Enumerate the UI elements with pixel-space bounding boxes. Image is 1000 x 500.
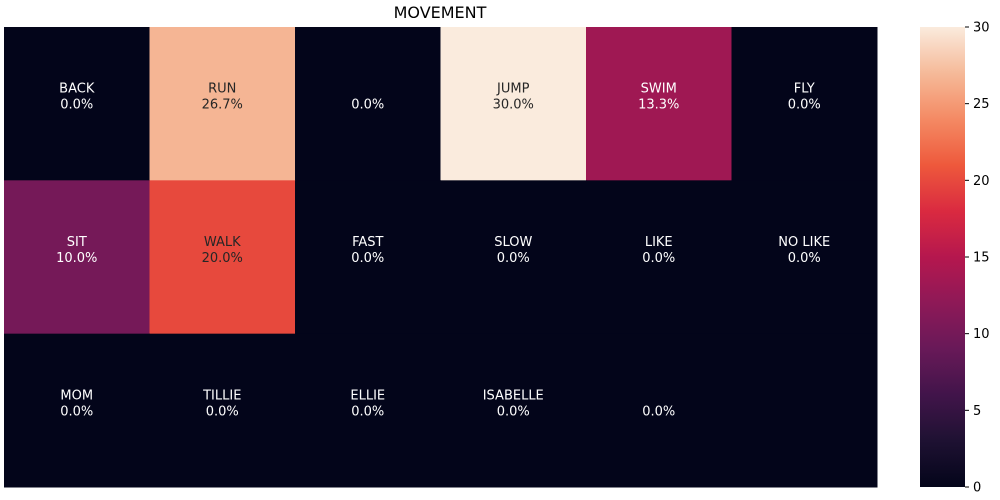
heatmap-cell-r1-c1 <box>149 180 296 335</box>
cell-label-r1-c3: SLOW <box>494 235 532 250</box>
chart-title: MOVEMENT <box>394 3 487 22</box>
colorbar-tick-label-0: 0 <box>973 481 981 496</box>
cell-label-r0-c4: SWIM <box>641 82 677 97</box>
heatmap-cell-r2-c2 <box>295 333 441 488</box>
cell-value-r1-c3: 0.0% <box>497 251 530 266</box>
cell-value-r1-c0: 10.0% <box>56 251 97 266</box>
heatmap-cell-r0-c3 <box>440 27 587 181</box>
colorbar-tick-label-30: 30 <box>973 21 990 36</box>
cell-value-r1-c5: 0.0% <box>788 251 821 266</box>
heatmap-cell-r1-c4 <box>586 180 732 335</box>
cell-value-r0-c5: 0.0% <box>788 98 821 113</box>
cell-label-r0-c3: JUMP <box>496 82 530 97</box>
cell-label-r2-c2: ELLIE <box>350 388 385 403</box>
heatmap-cell-r2-c5 <box>731 333 878 488</box>
heatmap-cell-r2-c4 <box>586 333 732 488</box>
cell-label-r1-c0: SIT <box>67 235 87 250</box>
cell-label-r0-c1: RUN <box>208 82 236 97</box>
heatmap-cell-r1-c0 <box>4 180 150 335</box>
cell-value-r1-c4: 0.0% <box>642 251 675 266</box>
heatmap-cell-r0-c1 <box>149 27 296 181</box>
cell-value-r0-c0: 0.0% <box>60 98 93 113</box>
cell-label-r1-c2: FAST <box>352 235 383 250</box>
heatmap-cell-r0-c4 <box>586 27 732 181</box>
colorbar-tick-label-25: 25 <box>973 97 990 112</box>
colorbar: 0 5 10 15 20 25 30 <box>920 21 990 496</box>
heatmap-cell-r0-c2 <box>295 27 441 181</box>
heatmap-cell-r0-c0 <box>4 27 150 181</box>
heatmap-cell-r0-c5 <box>731 27 878 181</box>
heatmap-cell-r1-c2 <box>295 180 441 335</box>
cell-value-r2-c4: 0.0% <box>642 404 675 419</box>
cell-value-r1-c2: 0.0% <box>351 251 384 266</box>
colorbar-gradient <box>920 27 965 487</box>
heatmap-cell-r2-c1 <box>149 333 296 488</box>
cell-label-r0-c0: BACK <box>59 82 95 97</box>
cell-value-r0-c2: 0.0% <box>351 98 384 113</box>
cell-label-r2-c0: MOM <box>60 388 93 403</box>
cell-label-r2-c3: ISABELLE <box>483 388 544 403</box>
cell-label-r1-c1: WALK <box>204 235 241 250</box>
heatmap-cell-r1-c5 <box>731 180 878 335</box>
cell-value-r0-c1: 26.7% <box>202 98 243 113</box>
cell-value-r2-c3: 0.0% <box>497 404 530 419</box>
cell-value-r0-c3: 30.0% <box>493 98 534 113</box>
cell-value-r1-c1: 20.0% <box>202 251 243 266</box>
cell-label-r1-c5: NO LIKE <box>778 235 830 250</box>
colorbar-tick-label-10: 10 <box>973 327 990 342</box>
heatmap-cell-r2-c0 <box>4 333 150 488</box>
colorbar-tick-label-15: 15 <box>973 251 990 266</box>
heatmap-cell-r2-c3 <box>440 333 587 488</box>
heatmap-cell-r1-c3 <box>440 180 587 335</box>
colorbar-tick-label-20: 20 <box>973 174 990 189</box>
cell-label-r1-c4: LIKE <box>645 235 673 250</box>
cell-value-r2-c0: 0.0% <box>60 404 93 419</box>
cell-label-r2-c1: TILLIE <box>202 388 241 403</box>
cell-label-r0-c5: FLY <box>794 82 815 97</box>
cell-value-r0-c4: 13.3% <box>638 98 679 113</box>
colorbar-tick-label-5: 5 <box>973 404 981 419</box>
cell-value-r2-c1: 0.0% <box>206 404 239 419</box>
cell-value-r2-c2: 0.0% <box>351 404 384 419</box>
